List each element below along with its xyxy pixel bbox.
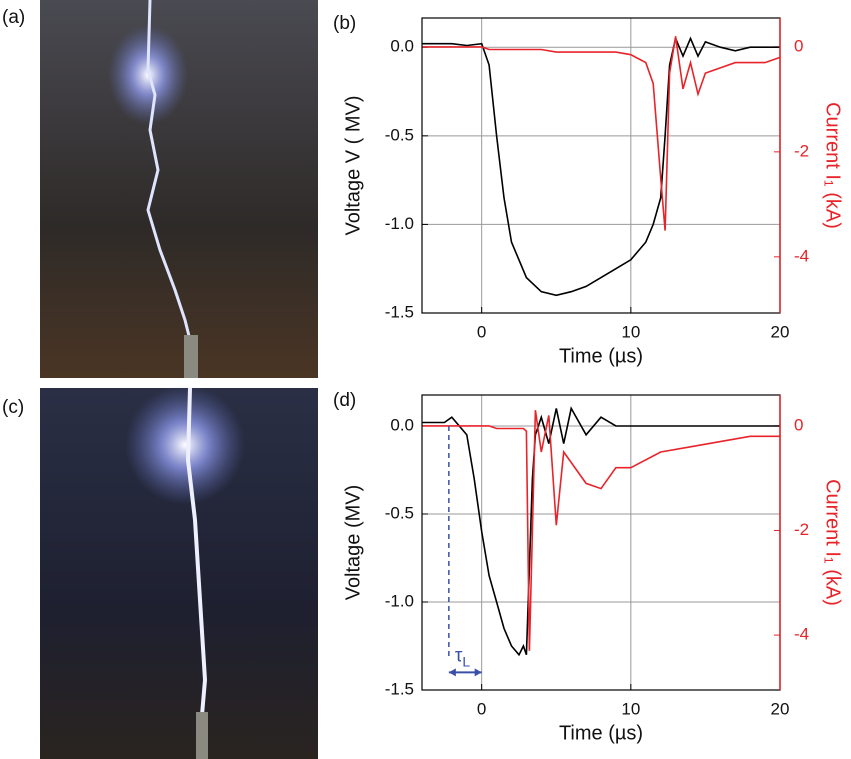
series-line: [422, 36, 781, 231]
y-tick-label: -0.5: [385, 503, 414, 522]
y-axis-label: Voltage V ( MV): [342, 95, 364, 235]
photo-a: [40, 0, 318, 378]
y-tick-label: -1.0: [385, 214, 414, 233]
annotation-symbol: τ: [455, 645, 463, 666]
y-tick-label: -1.5: [385, 302, 414, 321]
x-axis-label: Time (µs): [559, 722, 643, 744]
panel-label: (d): [333, 390, 356, 411]
x-tick-label: 0: [477, 322, 486, 341]
plot-frame: [421, 17, 781, 314]
y-axis-label: Voltage (MV): [342, 485, 364, 601]
y2-tick-label: -4: [794, 246, 809, 265]
arrow-head: [448, 668, 482, 677]
y2-axis-label: Current I₁ (kA): [822, 102, 844, 229]
x-axis-label: Time (µs): [559, 345, 643, 367]
y2-tick-label: -4: [794, 625, 809, 644]
annotation-subscript: L: [462, 653, 470, 669]
x-tick-label: 10: [621, 699, 640, 718]
panel-label: (b): [333, 13, 356, 34]
y2-tick-label: -2: [794, 141, 809, 160]
series-line: [422, 406, 780, 657]
x-tick-label: 20: [771, 322, 790, 341]
y-tick-label: -0.5: [385, 125, 414, 144]
y2-tick-label: -2: [794, 520, 809, 539]
annotation-text: τL: [455, 645, 471, 669]
panel-label: (a): [2, 7, 25, 28]
panel-label: (c): [2, 397, 24, 418]
x-tick-label: 0: [477, 699, 486, 718]
y2-tick-label: 0: [794, 415, 803, 434]
y-tick-label: 0.0: [390, 37, 414, 56]
x-tick-label: 10: [621, 322, 640, 341]
x-tick-label: 20: [771, 699, 790, 718]
y-tick-label: -1.0: [385, 591, 414, 610]
y-tick-label: -1.5: [385, 679, 414, 698]
plot-frame: [421, 394, 781, 691]
y-tick-label: 0.0: [390, 415, 414, 434]
photo-c: [40, 385, 318, 759]
y2-axis-label: Current I₁ (kA): [822, 479, 844, 606]
series-line: [422, 35, 780, 297]
y2-tick-label: 0: [794, 36, 803, 55]
series-line: [422, 410, 780, 651]
